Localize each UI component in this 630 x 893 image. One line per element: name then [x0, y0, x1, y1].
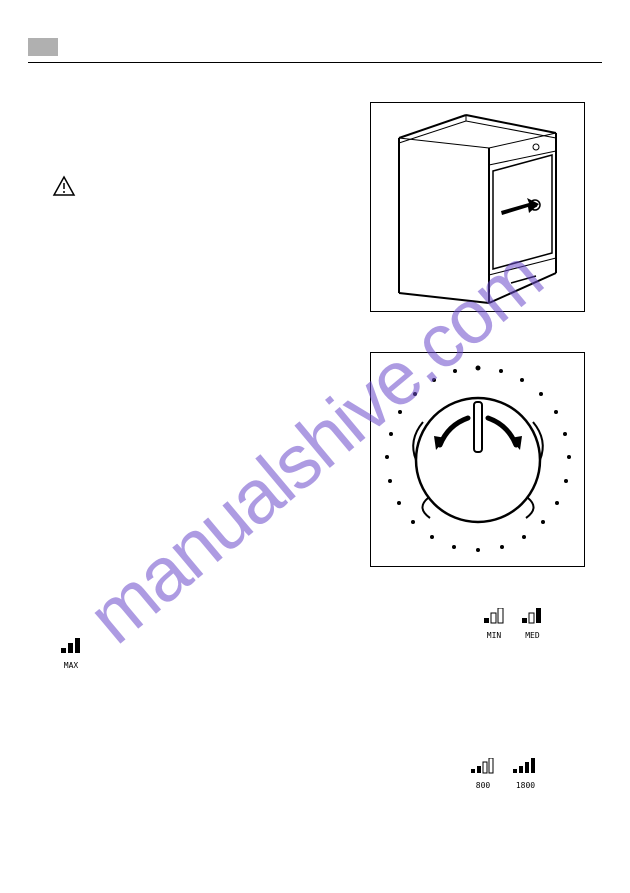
signal-max-icon: MAX: [60, 638, 94, 670]
figure-dial: [370, 352, 585, 567]
signal-min-label: MIN: [483, 631, 505, 640]
signal-pair-min-med: MIN MED: [483, 608, 555, 640]
signal-max-label: MAX: [60, 661, 82, 670]
signal-med-label: MED: [521, 631, 543, 640]
signal-1800-icon: 1800: [512, 758, 538, 790]
signal-800-label: 800: [470, 781, 496, 790]
signal-med-icon: MED: [521, 608, 543, 640]
warning-icon: [52, 175, 76, 199]
signal-pair-800-1800: 800 1800: [470, 758, 550, 790]
signal-1800-label: 1800: [512, 781, 538, 790]
page-number-block: [28, 38, 58, 56]
signal-min-icon: MIN: [483, 608, 505, 640]
signal-800-icon: 800: [470, 758, 496, 790]
header-divider: [28, 62, 602, 63]
figure-dryer: [370, 102, 585, 312]
